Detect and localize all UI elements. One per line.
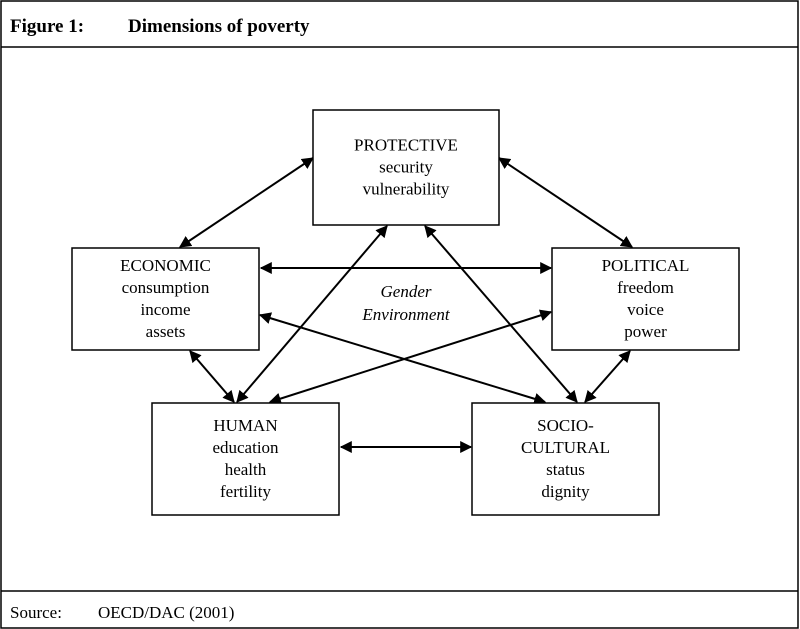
node-item: voice [627,300,664,319]
node-box [471,402,660,516]
node-box [71,247,260,351]
node-item: freedom [617,278,674,297]
node-item: CULTURAL [521,438,610,457]
arrow [584,350,631,403]
node-item: assets [146,322,186,341]
figure-title: Dimensions of poverty [128,16,310,37]
node-item: education [212,438,279,457]
arrow [268,309,553,405]
arrow [189,350,235,403]
center-label: Environment [361,305,450,324]
node-item: income [140,300,190,319]
node-label: ECONOMIC [120,256,211,275]
node-box [151,402,340,516]
node-item: security [379,158,433,177]
node-item: fertility [220,482,271,501]
node-item: power [624,322,667,341]
node-item: vulnerability [363,180,450,199]
node-item: status [546,460,585,479]
node-box [551,247,740,351]
node-item: dignity [541,482,590,501]
node-label: HUMAN [213,416,277,435]
arrow [498,157,633,248]
center-label: Gender [381,282,432,301]
arrows [179,157,633,453]
node-box [312,109,500,226]
source-text: OECD/DAC (2001) [98,603,234,622]
node-label: SOCIO- [537,416,594,435]
node-item: health [225,460,267,479]
source-label: Source: [10,603,62,622]
node-label: POLITICAL [602,256,690,275]
figure-number: Figure 1: [10,16,84,37]
node-label: PROTECTIVE [354,136,458,155]
node-item: consumption [122,278,210,297]
arrow [179,157,314,248]
